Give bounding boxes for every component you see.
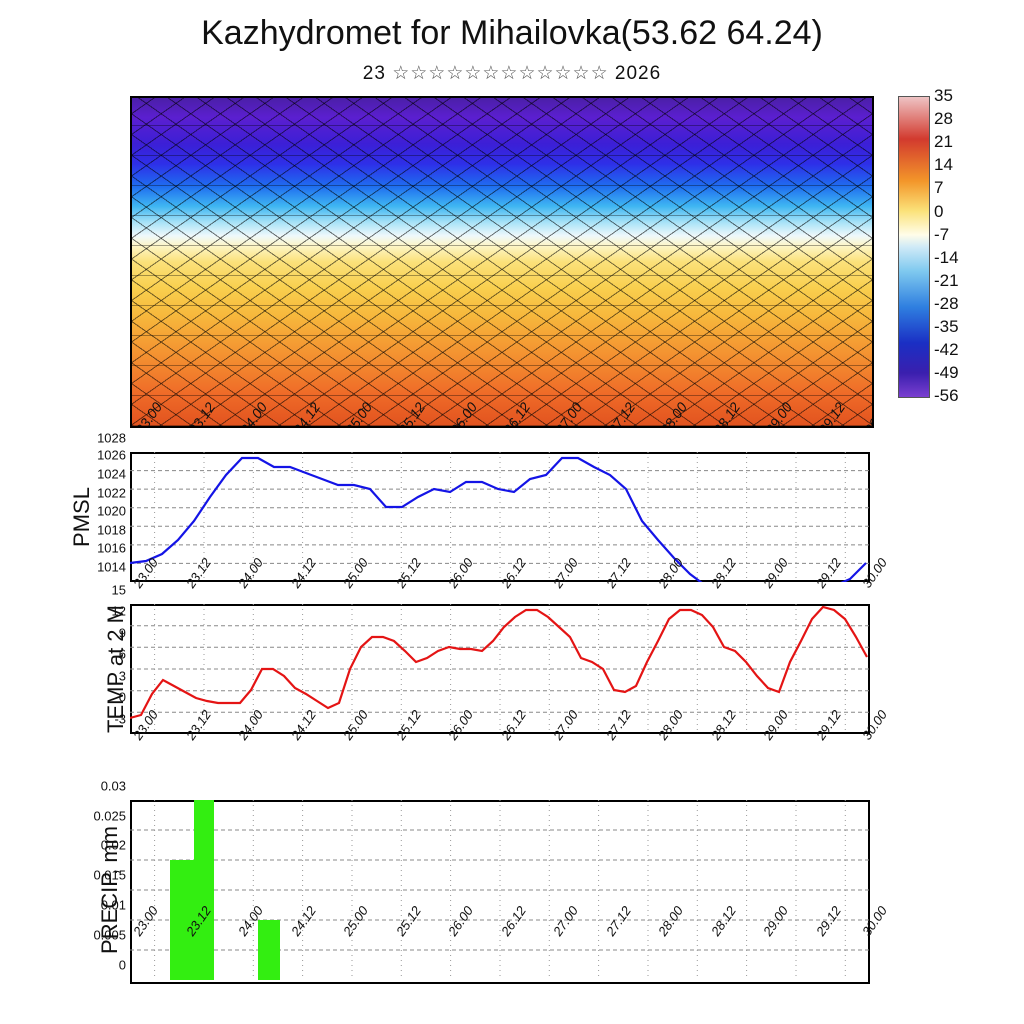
- temp-chart: TEMP at 2 M -3 0 3 6 9 12 15: [130, 604, 870, 734]
- precip-chart: PRECIP, mm 0 0.005 0.01 0.015 0.02 0.025…: [130, 800, 870, 980]
- wind-temp-profile-chart: 0 5 10 15 20 25 30 23.00 23.12 24.00 24.…: [130, 96, 874, 428]
- colorbar-labels: 35 28 21 14 7 0 -7 -14 -21 -28 -35 -42 -…: [934, 96, 994, 396]
- temp-gridlines: [130, 604, 870, 734]
- chart-page: Kazhydromet for Mihailovka(53.62 64.24) …: [0, 0, 1024, 1024]
- pmsl-chart: PMSL 1014 1016 1018 1020 1022 1024 1026 …: [130, 452, 870, 582]
- subtitle-year: 2026: [615, 63, 661, 84]
- temp-xlabels: 23.00 23.12 24.00 24.12 25.00 25.12 26.0…: [130, 734, 870, 779]
- precip-xlabels: 23.00 23.12 24.00 24.12 25.00 25.12 26.0…: [130, 930, 870, 975]
- pmsl-gridlines: [130, 452, 870, 582]
- chart-subtitle: 23 ☆☆☆☆☆☆☆☆☆☆☆☆ 2026: [0, 62, 1024, 85]
- colorbar-legend: 35 28 21 14 7 0 -7 -14 -21 -28 -35 -42 -…: [898, 96, 928, 396]
- chart-title: Kazhydromet for Mihailovka(53.62 64.24): [0, 14, 1024, 53]
- temp-ylabels: -3 0 3 6 9 12 15: [88, 604, 126, 734]
- subtitle-month-glyphs: ☆☆☆☆☆☆☆☆☆☆☆☆: [392, 63, 608, 84]
- wind-vector-mesh: [132, 98, 872, 426]
- precip-ylabels: 0 0.005 0.01 0.015 0.02 0.025 0.03: [88, 800, 126, 980]
- pmsl-ylabels: 1014 1016 1018 1020 1022 1024 1026 1028: [88, 452, 126, 582]
- subtitle-day: 23: [363, 63, 386, 84]
- colorbar-gradient: [898, 96, 930, 398]
